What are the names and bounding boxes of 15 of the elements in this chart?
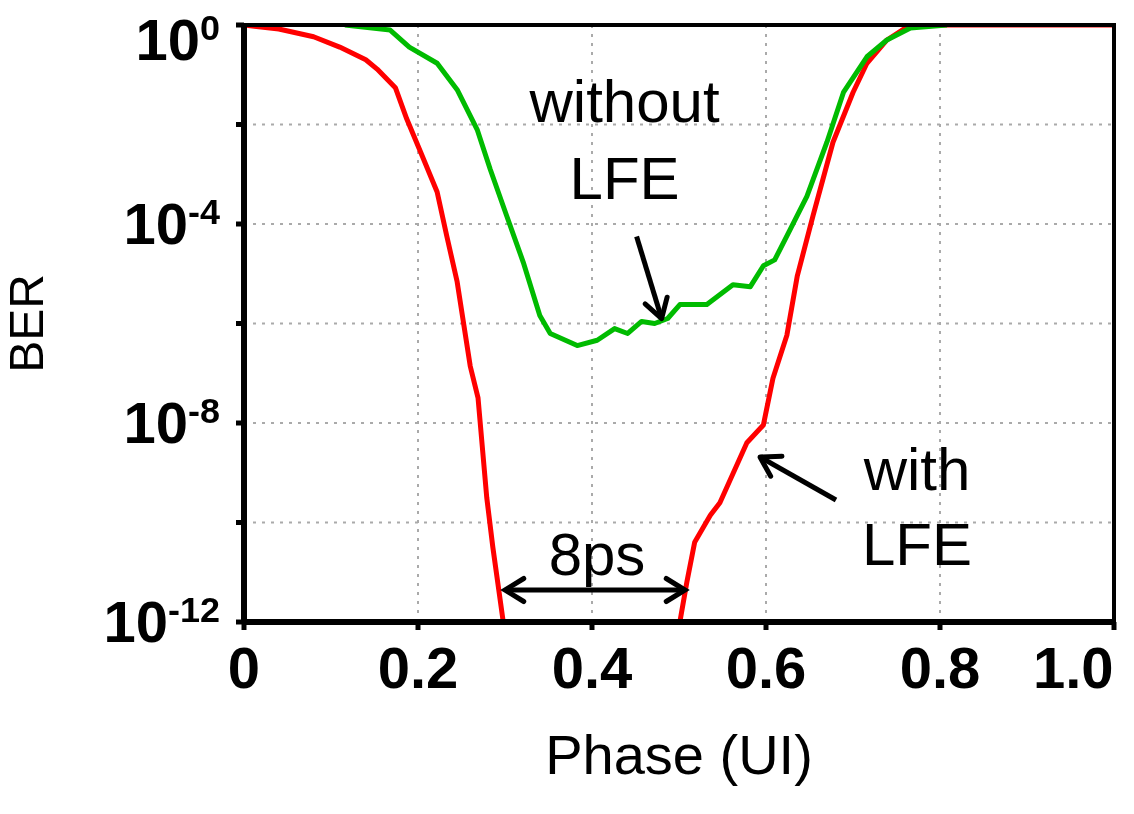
x-tick-label: 0.8 <box>899 635 981 700</box>
annotation: with LFE <box>861 436 973 578</box>
y-tick-label: 10$^{-4}$ <box>123 190 220 256</box>
x-tick-label: 0.4 <box>551 635 633 700</box>
x-tick-label: 0.6 <box>725 635 807 700</box>
x-axis-title: Phase (UI) <box>545 723 813 786</box>
x-tick-label: 0 <box>227 635 261 700</box>
y-axis-title: BER <box>0 274 54 373</box>
y-tick-label: 10$^{-12}$ <box>103 588 220 654</box>
y-tick-label: 10$^{-8}$ <box>123 389 220 455</box>
x-tick-label: 0.2 <box>377 635 459 700</box>
x-tick-label: 1.0 <box>1032 635 1114 700</box>
annotation: 8ps <box>548 521 646 588</box>
annotation: without LFE <box>528 67 720 212</box>
y-tick-label: 10$^{0}$ <box>135 6 220 72</box>
